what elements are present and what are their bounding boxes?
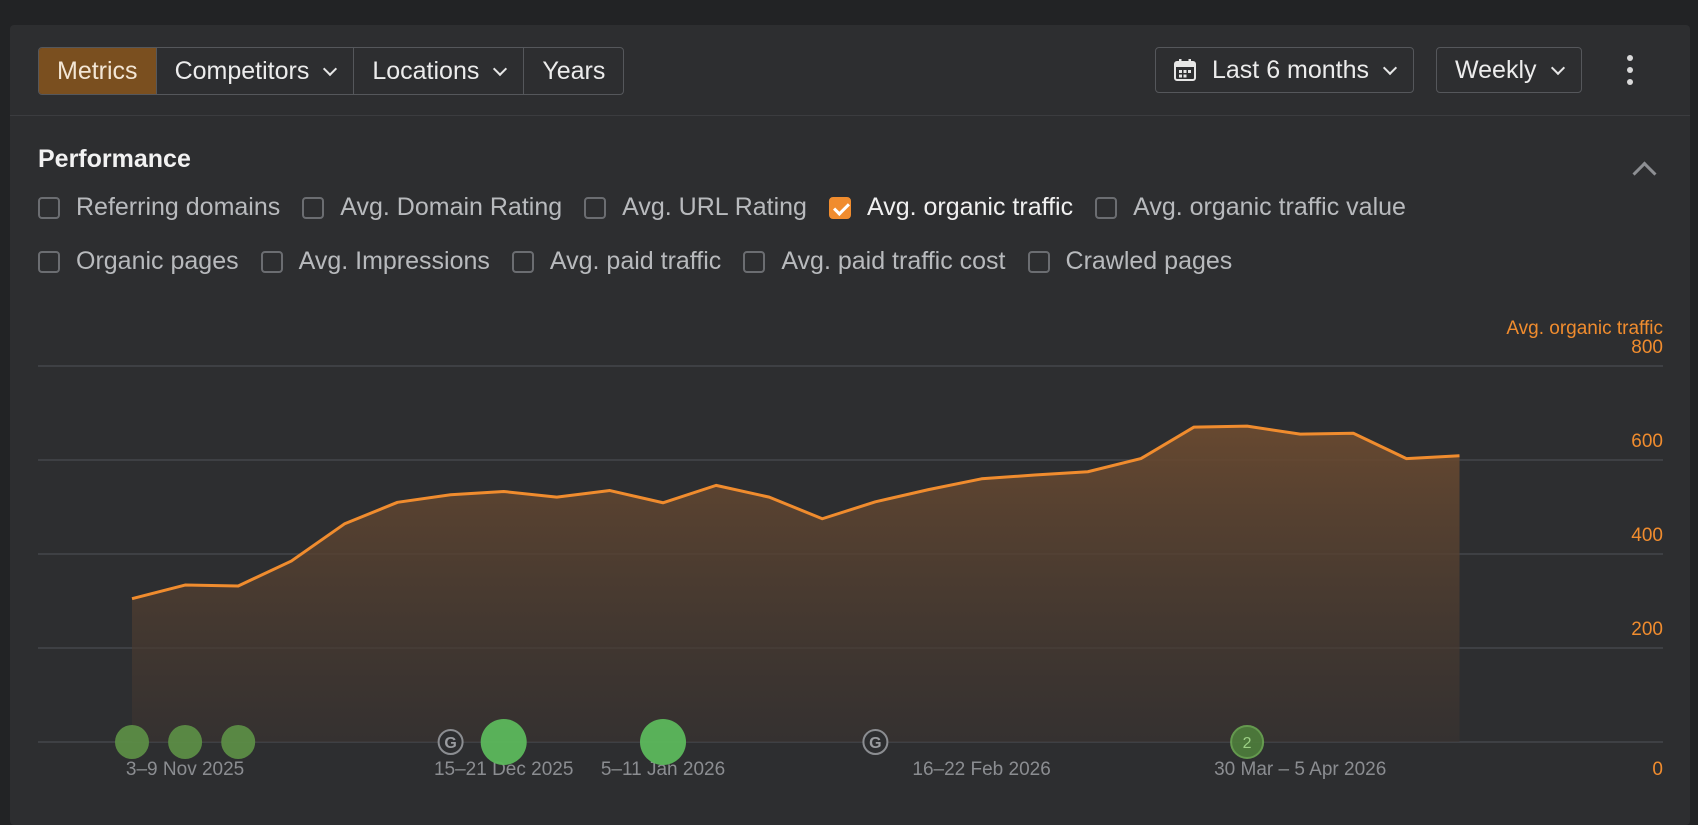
more-options-button[interactable]: [1620, 55, 1640, 85]
checkbox[interactable]: [1095, 196, 1118, 219]
chevron-down-icon: [1382, 60, 1398, 75]
chevron-down-icon: [323, 61, 338, 76]
checkbox[interactable]: [302, 196, 325, 219]
metric-label: Avg. paid traffic cost: [781, 247, 1006, 275]
checkbox[interactable]: [1027, 250, 1050, 273]
metric-crawled-pages[interactable]: Crawled pages: [1027, 247, 1233, 276]
y-tick-label: 400: [1631, 525, 1663, 546]
metric-label: Avg. organic traffic value: [1133, 193, 1406, 221]
tab-years[interactable]: Years: [524, 48, 623, 94]
event-marker: [480, 719, 527, 765]
y-tick-label: 0: [1652, 759, 1663, 780]
interval-dropdown[interactable]: Weekly: [1436, 47, 1582, 93]
x-tick-label: 30 Mar – 5 Apr 2026: [1214, 759, 1386, 780]
tab-locations-label: Locations: [372, 56, 480, 85]
tab-competitors[interactable]: Competitors: [157, 48, 355, 94]
y-tick-label: 800: [1631, 337, 1663, 358]
tab-competitors-label: Competitors: [174, 56, 310, 85]
checkbox[interactable]: [38, 196, 60, 219]
chevron-up-icon[interactable]: [1632, 161, 1657, 186]
google-update-marker: [437, 729, 464, 755]
metric-avg-url-rating[interactable]: Avg. URL Rating: [584, 193, 807, 222]
checkbox[interactable]: [511, 250, 534, 273]
event-count-label: 2: [1243, 735, 1252, 752]
metric-avg-domain-rating[interactable]: Avg. Domain Rating: [302, 193, 562, 222]
metric-avg-impressions[interactable]: Avg. Impressions: [260, 247, 490, 276]
metric-label: Avg. Domain Rating: [340, 193, 563, 221]
google-icon: G: [869, 735, 881, 752]
event-marker: [168, 725, 203, 759]
chevron-down-icon: [493, 61, 508, 76]
metric-label: Avg. Impressions: [298, 247, 490, 275]
metric-avg-paid-traffic[interactable]: Avg. paid traffic: [511, 247, 722, 276]
organic-traffic-chart: Avg. organic traffic 0 200 400 600 800 3–9 Nov…: [38, 318, 1663, 780]
checkbox-checked[interactable]: [828, 196, 851, 219]
series-area: [132, 426, 1460, 742]
metric-label: Avg. URL Rating: [622, 193, 807, 221]
tab-metrics[interactable]: Metrics: [39, 48, 157, 94]
metric-avg-organic-traffic-value[interactable]: Avg. organic traffic value: [1095, 193, 1406, 222]
date-range-dropdown[interactable]: Last 6 months: [1155, 47, 1415, 93]
checkbox[interactable]: [38, 250, 60, 273]
checkbox[interactable]: [743, 250, 766, 273]
google-icon: G: [444, 735, 456, 752]
x-tick-label: 3–9 Nov 2025: [126, 759, 244, 780]
metric-avg-paid-traffic-cost[interactable]: Avg. paid traffic cost: [743, 247, 1006, 276]
metric-avg-organic-traffic[interactable]: Avg. organic traffic: [828, 193, 1074, 222]
tab-locations[interactable]: Locations: [354, 48, 525, 94]
event-count-marker: [1230, 725, 1265, 759]
date-range-label: Last 6 months: [1212, 55, 1370, 84]
google-update-marker: [862, 729, 889, 755]
metric-label: Crawled pages: [1065, 247, 1233, 275]
y-tick-label: 600: [1631, 431, 1663, 452]
series-line: [131, 424, 1460, 601]
event-marker: [221, 725, 256, 759]
section-title: Performance: [38, 145, 191, 173]
performance-panel: Metrics Competitors Locations Years: [10, 25, 1690, 825]
event-marker: [115, 725, 149, 759]
x-tick-label: 5–11 Jan 2026: [601, 759, 725, 780]
checkbox[interactable]: [260, 250, 283, 273]
tab-metrics-label: Metrics: [57, 56, 138, 85]
metric-label: Organic pages: [76, 247, 239, 275]
y-tick-label: 200: [1631, 619, 1663, 640]
metric-label: Avg. paid traffic: [549, 247, 722, 275]
metrics-row-2: Organic pages Avg. Impressions Avg. paid…: [38, 247, 1254, 276]
metric-referring-domains[interactable]: Referring domains: [38, 193, 280, 222]
event-marker: [640, 719, 686, 765]
metrics-row-1: Referring domains Avg. Domain Rating Avg…: [38, 193, 1428, 222]
kebab-vertical-icon: [1627, 55, 1633, 61]
checkbox[interactable]: [584, 196, 607, 219]
chevron-down-icon: [1550, 60, 1565, 75]
x-tick-label: 15–21 Dec 2025: [434, 759, 573, 780]
x-tick-label: 16–22 Feb 2026: [912, 759, 1050, 780]
metric-organic-pages[interactable]: Organic pages: [38, 247, 239, 276]
calendar-icon: [1174, 59, 1196, 81]
metric-label: Avg. organic traffic: [866, 193, 1074, 221]
y-axis-title: Avg. organic traffic: [1506, 318, 1663, 339]
view-segmented-control: Metrics Competitors Locations Years: [38, 47, 625, 95]
toolbar: Metrics Competitors Locations Years: [10, 25, 1690, 116]
metric-label: Referring domains: [76, 193, 281, 221]
tab-years-label: Years: [542, 56, 606, 85]
interval-label: Weekly: [1455, 55, 1537, 84]
